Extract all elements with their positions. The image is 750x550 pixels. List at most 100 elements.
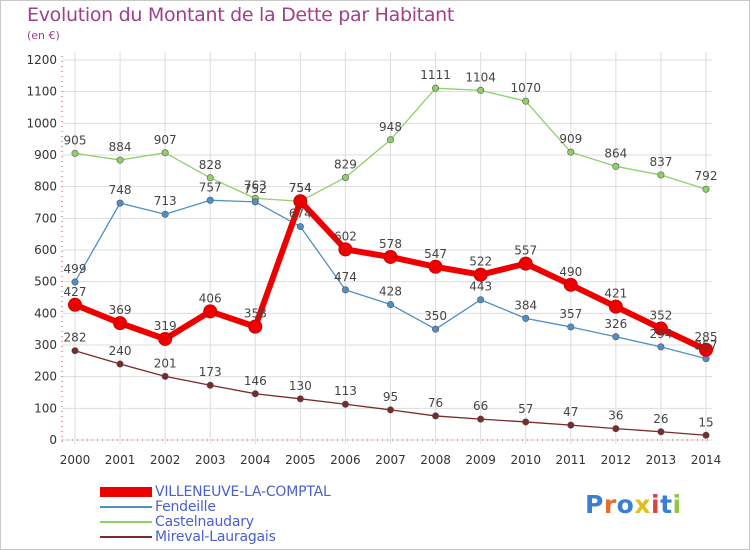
data-point (612, 162, 620, 170)
data-label: 1111 (420, 68, 451, 82)
data-label: 26 (653, 412, 668, 426)
data-point (158, 331, 173, 346)
data-point (477, 415, 485, 423)
data-point (251, 390, 259, 398)
data-point (386, 136, 394, 144)
data-point (657, 428, 665, 436)
y-tick-label: 1000 (26, 116, 57, 130)
data-label: 146 (244, 374, 267, 388)
legend-label-mireval: Mireval-Lauragais (155, 529, 276, 545)
data-point (428, 259, 443, 274)
data-label: 326 (604, 317, 627, 331)
data-point (338, 242, 353, 257)
x-tick-label: 2001 (105, 453, 136, 467)
logo-letter: o (616, 490, 635, 519)
data-point (293, 194, 308, 209)
x-tick-label: 2007 (375, 453, 406, 467)
data-point (432, 84, 440, 92)
x-tick-label: 2002 (150, 453, 181, 467)
x-tick-label: 2003 (195, 453, 226, 467)
data-label: 905 (64, 133, 87, 147)
data-point (522, 418, 530, 426)
logo-letter: P (585, 490, 604, 519)
y-tick-label: 100 (34, 401, 57, 415)
y-tick-label: 500 (34, 275, 57, 289)
data-label: 427 (64, 285, 87, 299)
data-label: 557 (514, 244, 537, 258)
y-tick-label: 800 (34, 180, 57, 194)
data-point (522, 314, 530, 322)
data-label: 1104 (465, 70, 496, 84)
legend-swatch-castelnaudary (100, 521, 152, 523)
data-point (386, 300, 394, 308)
legend-swatch-villeneuve (100, 487, 152, 497)
data-point (518, 256, 533, 271)
data-label: 369 (109, 303, 132, 317)
data-label: 752 (244, 182, 267, 196)
x-tick-label: 2011 (556, 453, 587, 467)
x-tick-label: 2009 (465, 453, 496, 467)
x-tick-label: 2005 (285, 453, 316, 467)
data-point (341, 400, 349, 408)
data-point (702, 431, 710, 439)
data-label: 490 (559, 265, 582, 279)
data-label: 352 (649, 309, 672, 323)
data-point (68, 297, 82, 312)
data-point (477, 86, 485, 94)
legend-label-villeneuve: VILLENEUVE-LA-COMPTAL (155, 484, 331, 500)
data-point (563, 277, 578, 292)
data-point (116, 360, 124, 368)
data-label: 837 (649, 155, 672, 169)
data-label: 15 (698, 415, 713, 429)
data-point (567, 421, 575, 429)
chart-title: Evolution du Montant de la Dette par Hab… (27, 4, 455, 26)
data-label: 757 (199, 180, 222, 194)
data-label: 674 (289, 207, 312, 221)
data-point (206, 381, 214, 389)
y-tick-label: 1200 (26, 53, 57, 67)
data-label: 406 (199, 291, 222, 305)
data-label: 828 (199, 158, 222, 172)
data-label: 1070 (510, 81, 541, 95)
y-tick-label: 0 (49, 433, 57, 447)
x-tick-label: 2014 (691, 453, 722, 467)
data-label: 76 (428, 396, 443, 410)
data-label: 66 (473, 399, 488, 413)
data-label: 384 (514, 298, 537, 312)
data-label: 294 (649, 327, 672, 341)
data-label: 350 (424, 309, 447, 323)
y-tick-label: 400 (34, 306, 57, 320)
data-label: 95 (383, 390, 398, 404)
x-tick-label: 2000 (60, 453, 91, 467)
data-point (702, 185, 710, 193)
data-label: 36 (608, 409, 623, 423)
data-label: 47 (563, 405, 578, 419)
data-point (699, 342, 713, 357)
data-point (383, 249, 398, 264)
y-tick-label: 200 (34, 370, 57, 384)
data-label: 130 (289, 379, 312, 393)
data-point (206, 174, 214, 182)
data-point (296, 223, 304, 231)
data-point (567, 323, 575, 331)
proxiti-logo: Proxiti (585, 490, 682, 519)
data-label: 201 (154, 356, 177, 370)
x-tick-label: 2004 (240, 453, 271, 467)
x-tick-label: 2013 (646, 453, 677, 467)
data-point (161, 210, 169, 218)
data-point (71, 149, 79, 157)
logo-letter: x (634, 490, 651, 519)
data-label: 443 (469, 280, 492, 294)
data-point (116, 199, 124, 207)
data-point (657, 171, 665, 179)
data-label: 578 (379, 237, 402, 251)
data-point (432, 412, 440, 420)
data-point (522, 97, 530, 105)
data-point (432, 325, 440, 333)
data-point (71, 347, 79, 355)
data-label: 474 (334, 270, 357, 284)
data-point (341, 173, 349, 181)
legend-swatch-mireval (100, 536, 152, 538)
data-label: 763 (244, 178, 267, 192)
